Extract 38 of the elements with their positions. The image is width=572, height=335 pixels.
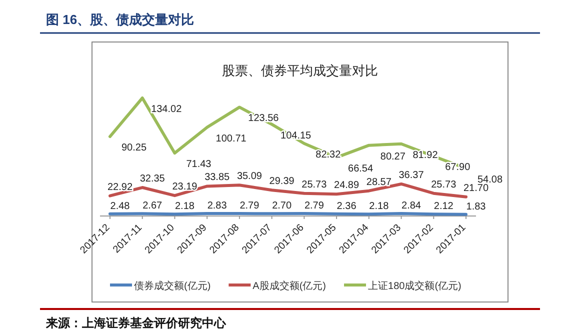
chart-subtitle: 股票、债券平均成交量对比 (222, 63, 378, 78)
legend-label: A股成交额(亿元) (252, 280, 326, 292)
data-label: 33.85 (204, 172, 230, 184)
data-label: 100.71 (216, 133, 247, 144)
data-label: 134.02 (151, 104, 182, 115)
data-label: 32.35 (140, 174, 166, 185)
data-label: 54.08 (477, 174, 503, 186)
data-label: 67.90 (445, 162, 471, 174)
chart-title: 图 16、股、债成交量对比 (46, 12, 194, 27)
data-label: 2.18 (174, 201, 195, 212)
data-label: 28.57 (366, 176, 392, 188)
data-label: 2.79 (304, 200, 324, 212)
data-label: 25.73 (302, 179, 328, 190)
data-label: 29.39 (269, 176, 295, 188)
data-label: 71.43 (186, 159, 212, 170)
data-label: 21.70 (463, 182, 489, 194)
data-label: 36.37 (398, 170, 424, 181)
data-label: 35.09 (236, 171, 262, 182)
data-label: 2.67 (142, 200, 163, 212)
data-label: 2.12 (434, 201, 454, 212)
data-label: 2.18 (369, 201, 390, 212)
source-note: 来源：上海证券基金评价研究中心 (45, 316, 227, 330)
data-label: 22.92 (107, 182, 133, 193)
data-label: 2.70 (272, 200, 292, 212)
data-label: 2.84 (402, 200, 422, 212)
legend-label: 上证180成交额(亿元) (368, 280, 462, 292)
data-label: 25.73 (431, 179, 457, 190)
data-label: 23.19 (172, 182, 198, 193)
data-label: 2.48 (110, 200, 130, 212)
data-label: 2.83 (207, 200, 228, 212)
data-label: 2.36 (336, 200, 357, 212)
data-label: 80.27 (380, 151, 406, 162)
data-label: 90.25 (121, 142, 147, 154)
legend-label: 债券成交额(亿元) (134, 280, 211, 292)
data-label: 1.83 (466, 201, 486, 212)
data-label: 2.79 (240, 200, 260, 212)
data-label: 24.89 (334, 180, 360, 192)
data-label: 66.54 (348, 163, 374, 174)
